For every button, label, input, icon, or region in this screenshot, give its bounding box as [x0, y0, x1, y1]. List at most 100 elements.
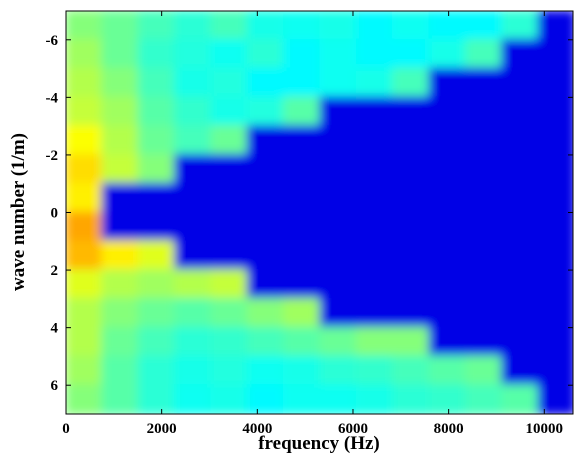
- heatmap-cell: [355, 182, 395, 214]
- heatmap-cell: [246, 240, 286, 272]
- heatmap-cell: [66, 11, 104, 41]
- heatmap-cell: [319, 326, 358, 358]
- heatmap-cell: [537, 11, 573, 41]
- x-tick-label: 4000: [242, 421, 272, 437]
- heatmap-cell: [210, 355, 249, 387]
- heatmap-cell: [101, 211, 140, 243]
- heatmap-cell: [464, 297, 504, 329]
- heatmap-cell: [137, 326, 177, 358]
- heatmap-cell: [428, 38, 467, 70]
- heatmap-cell: [283, 11, 322, 41]
- heatmap-cell: [137, 125, 177, 156]
- heatmap-cell: [101, 326, 140, 358]
- heatmap-cell: [355, 38, 395, 70]
- heatmap-cell: [283, 153, 322, 185]
- heatmap-cell: [246, 153, 286, 185]
- heatmap-cell: [137, 297, 177, 329]
- heatmap-cell: [66, 384, 104, 414]
- heatmap-cell: [210, 269, 249, 300]
- heatmap-cell: [246, 182, 286, 214]
- heatmap-cell: [464, 153, 504, 185]
- heatmap-cell: [210, 11, 249, 41]
- heatmap-cell: [537, 153, 573, 185]
- heatmap-cell: [283, 211, 322, 243]
- heatmap-cell: [66, 67, 104, 99]
- heatmap-cell: [137, 182, 177, 214]
- heatmap-cell: [137, 384, 177, 414]
- heatmap-cell: [174, 153, 213, 185]
- heatmap-cell: [501, 211, 540, 243]
- heatmap-cell: [283, 384, 322, 414]
- heatmap-cell: [319, 11, 358, 41]
- heatmap-cell: [355, 384, 395, 414]
- heatmap-cell: [137, 269, 177, 300]
- heatmap-cell: [537, 355, 573, 387]
- heatmap-cell: [392, 11, 431, 41]
- heatmap-cell: [283, 269, 322, 300]
- heatmap-cell: [246, 11, 286, 41]
- heatmap-cell: [501, 326, 540, 358]
- heatmap-cell: [101, 269, 140, 300]
- y-tick-label: -2: [46, 148, 59, 164]
- heatmap-cell: [464, 182, 504, 214]
- heatmap-cell: [428, 297, 467, 329]
- heatmap-cell: [392, 182, 431, 214]
- heatmap: [66, 11, 573, 414]
- heatmap-cell: [137, 240, 177, 272]
- heatmap-cell: [246, 297, 286, 329]
- heatmap-cell: [101, 38, 140, 70]
- heatmap-cell: [392, 125, 431, 156]
- heatmap-cell: [246, 125, 286, 156]
- heatmap-cell: [283, 96, 322, 128]
- heatmap-cell: [319, 125, 358, 156]
- heatmap-cell: [537, 96, 573, 128]
- heatmap-cell: [283, 326, 322, 358]
- heatmap-cell: [537, 182, 573, 214]
- heatmap-cell: [355, 67, 395, 99]
- heatmap-cell: [464, 125, 504, 156]
- heatmap-cell: [428, 326, 467, 358]
- heatmap-cell: [537, 211, 573, 243]
- heatmap-cell: [101, 153, 140, 185]
- heatmap-cell: [174, 355, 213, 387]
- heatmap-cell: [464, 11, 504, 41]
- heatmap-cell: [392, 211, 431, 243]
- heatmap-cell: [537, 125, 573, 156]
- heatmap-cell: [428, 211, 467, 243]
- heatmap-cell: [501, 153, 540, 185]
- heatmap-cell: [66, 38, 104, 70]
- heatmap-cell: [501, 67, 540, 99]
- heatmap-cell: [174, 240, 213, 272]
- x-tick-label: 6000: [338, 421, 368, 437]
- heatmap-cell: [392, 240, 431, 272]
- heatmap-cell: [537, 67, 573, 99]
- heatmap-cell: [66, 125, 104, 156]
- heatmap-cell: [501, 384, 540, 414]
- heatmap-cell: [355, 355, 395, 387]
- heatmap-cell: [137, 11, 177, 41]
- heatmap-cell: [428, 269, 467, 300]
- heatmap-cell: [137, 355, 177, 387]
- x-tick-label: 0: [62, 421, 70, 437]
- y-axis-label: wave number (1/m): [8, 133, 29, 291]
- heatmap-cell: [392, 384, 431, 414]
- heatmap-cell: [428, 182, 467, 214]
- heatmap-cell: [319, 297, 358, 329]
- heatmap-cell: [392, 96, 431, 128]
- heatmap-cell: [464, 67, 504, 99]
- heatmap-cell: [392, 326, 431, 358]
- heatmap-cell: [246, 67, 286, 99]
- heatmap-cell: [501, 297, 540, 329]
- heatmap-cell: [210, 240, 249, 272]
- heatmap-cell: [246, 96, 286, 128]
- heatmap-cell: [101, 67, 140, 99]
- heatmap-cell: [137, 67, 177, 99]
- x-tick-label: 8000: [434, 421, 464, 437]
- heatmap-cell: [355, 11, 395, 41]
- heatmap-cell: [246, 38, 286, 70]
- heatmap-cell: [283, 355, 322, 387]
- heatmap-cell: [392, 269, 431, 300]
- heatmap-cell: [101, 240, 140, 272]
- heatmap-cell: [501, 11, 540, 41]
- heatmap-cell: [428, 11, 467, 41]
